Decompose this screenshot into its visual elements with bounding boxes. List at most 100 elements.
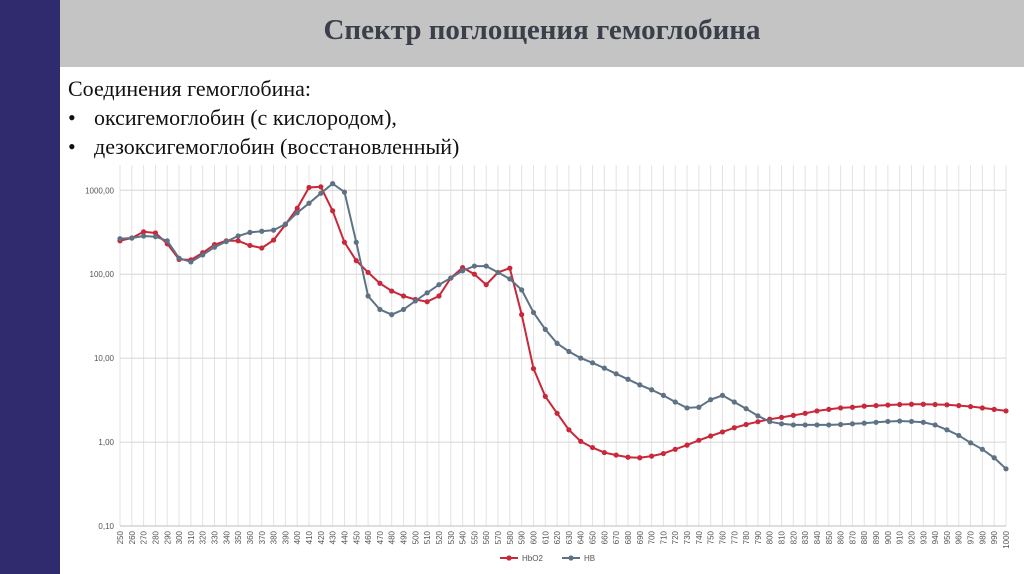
data-point-hb [188, 259, 194, 265]
data-point-hb [755, 413, 761, 419]
x-tick-label: 750 [707, 530, 716, 544]
data-point-hb [838, 421, 844, 428]
x-tick-label: 600 [529, 530, 538, 544]
chart-grid [119, 165, 1007, 527]
data-point-hb [566, 348, 572, 355]
data-point-hb [802, 422, 808, 428]
x-tick-label: 400 [293, 530, 302, 544]
data-point-hb [790, 422, 796, 428]
x-tick-label: 860 [837, 530, 846, 544]
data-point-hbo2 [743, 421, 749, 428]
data-point-hb [554, 340, 560, 346]
data-point-hb [542, 326, 548, 332]
x-tick-label: 820 [789, 530, 798, 544]
data-point-hb [507, 276, 513, 282]
x-tick-label: 1000 [1002, 530, 1011, 548]
legend-label-hbo2: HbO2 [522, 554, 543, 563]
y-tick-label: 10,00 [94, 354, 115, 363]
data-point-hb [400, 306, 407, 313]
x-tick-label: 950 [943, 530, 952, 544]
data-point-hb [672, 399, 678, 405]
slide-title: Спектр поглощения гемоглобина [323, 14, 761, 46]
data-point-hbo2 [778, 414, 785, 420]
data-point-hb [330, 181, 336, 187]
data-point-hb [743, 406, 749, 412]
absorption-chart: 0,10 1,00 10,00 100,00 1000,00 250 260 270 280 2… [85, 165, 1011, 563]
data-point-hb [436, 282, 442, 288]
x-tick-label: 560 [482, 530, 491, 544]
data-point-hbo2 [944, 402, 950, 408]
data-point-hbo2 [377, 280, 383, 286]
chart-series [117, 181, 1009, 472]
data-point-hb [129, 235, 135, 241]
data-point-hbo2 [849, 404, 856, 410]
data-point-hbo2 [578, 438, 584, 444]
x-tick-label: 440 [340, 530, 349, 544]
data-point-hb [613, 371, 619, 377]
x-tick-label: 660 [600, 530, 609, 544]
data-point-hbo2 [389, 288, 395, 294]
data-point-hbo2 [152, 230, 159, 236]
data-point-hbo2 [625, 454, 631, 460]
data-point-hbo2 [365, 269, 371, 276]
data-point-hb [389, 312, 395, 318]
data-point-hb [117, 236, 123, 242]
data-point-hbo2 [483, 282, 489, 288]
legend-label-hb: HB [584, 554, 595, 563]
x-tick-label: 280 [151, 530, 160, 544]
x-tick-label: 770 [730, 530, 739, 544]
legend-marker-hbo2 [506, 555, 512, 561]
x-tick-label: 620 [553, 530, 562, 544]
data-point-hb [141, 233, 147, 239]
data-point-hb [259, 228, 265, 234]
data-point-hb [826, 422, 832, 428]
data-point-hb [164, 238, 170, 244]
data-point-hbo2 [259, 245, 265, 251]
x-tick-label: 380 [270, 530, 279, 544]
data-point-hb [223, 238, 229, 245]
data-point-hbo2 [247, 242, 253, 249]
data-point-hbo2 [294, 205, 300, 211]
data-point-hbo2 [566, 427, 572, 433]
y-tick-label: 0,10 [98, 522, 114, 531]
data-point-hb [956, 432, 962, 439]
data-point-hb [306, 200, 312, 206]
x-tick-label: 540 [459, 530, 468, 544]
x-tick-label: 490 [400, 530, 409, 544]
data-point-hbo2 [956, 402, 962, 409]
x-tick-label: 960 [955, 530, 964, 544]
x-tick-label: 930 [919, 530, 928, 544]
data-point-hbo2 [330, 208, 336, 214]
data-point-hb [270, 227, 277, 233]
y-tick-label: 1000,00 [85, 186, 114, 195]
data-point-hbo2 [861, 403, 867, 409]
data-point-hbo2 [649, 453, 655, 459]
x-tick-label: 920 [907, 530, 916, 544]
x-tick-label: 260 [128, 530, 137, 544]
data-point-hb [873, 419, 879, 425]
data-point-hbo2 [270, 237, 277, 243]
data-point-hb [731, 399, 737, 405]
data-point-hb [377, 306, 383, 313]
data-point-hbo2 [814, 408, 820, 414]
data-point-hbo2 [542, 393, 548, 400]
data-point-hb [908, 418, 915, 425]
data-point-hbo2 [353, 258, 359, 264]
x-tick-label: 320 [199, 530, 208, 544]
x-tick-label: 670 [612, 530, 621, 544]
data-point-hb [967, 440, 974, 446]
data-point-hbo2 [684, 442, 690, 448]
x-tick-label: 630 [565, 530, 574, 544]
series-line-hbo2 [119, 185, 1007, 459]
data-point-hbo2 [1003, 408, 1009, 414]
x-tick-label: 800 [766, 530, 775, 544]
data-point-hb [412, 298, 418, 304]
data-point-hb [696, 404, 702, 410]
left-accent-bar [0, 0, 60, 574]
bullet-item: • оксигемоглобин (с кислородом), [68, 103, 459, 132]
x-tick-label: 550 [470, 530, 479, 544]
x-tick-label: 990 [990, 530, 999, 544]
x-tick-label: 480 [388, 530, 397, 544]
x-tick-label: 740 [695, 530, 704, 544]
data-point-hb [448, 275, 454, 281]
